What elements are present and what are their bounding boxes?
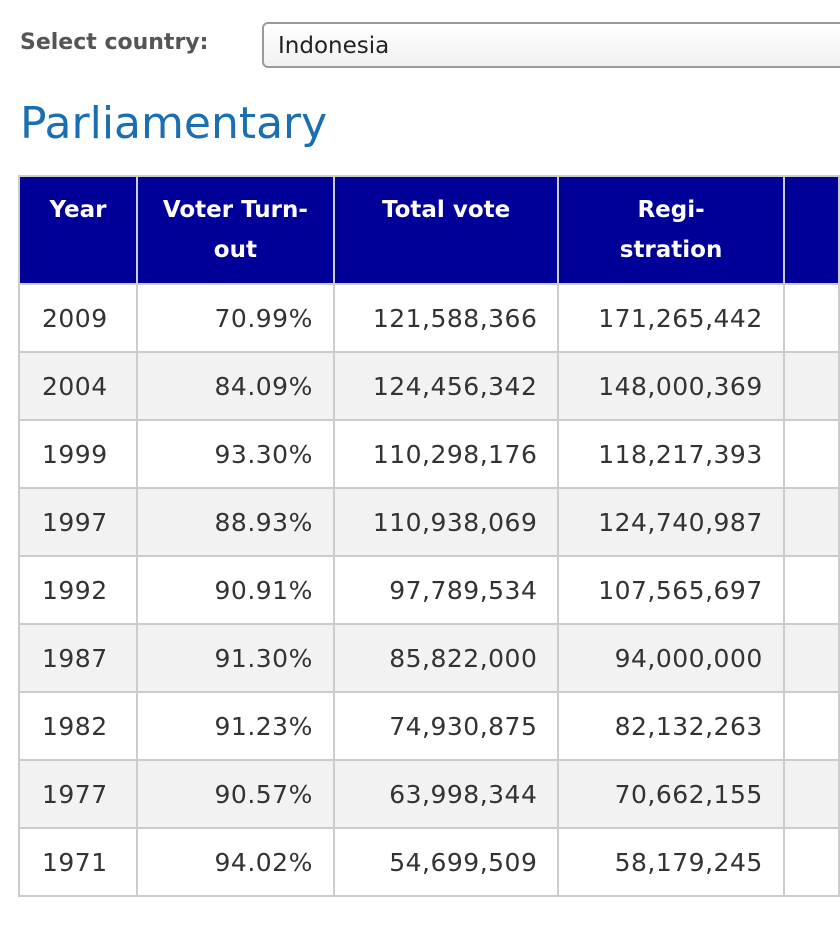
country-selector-row: Select country: Indonesia bbox=[0, 0, 840, 80]
table-header-row: Year Voter Turn-out Total vote Regi-stra… bbox=[18, 175, 840, 285]
cell-turnout: 91.23% bbox=[135, 691, 335, 761]
cell-turnout: 88.93% bbox=[135, 487, 335, 557]
cell-year: 1977 bbox=[18, 759, 138, 829]
cell-next-column bbox=[782, 283, 840, 353]
table-row: 1977 90.57% 63,998,344 70,662,155 bbox=[18, 759, 840, 829]
header-total-vote: Total vote bbox=[332, 175, 560, 285]
cell-total-vote: 121,588,366 bbox=[332, 283, 560, 353]
cell-registration: 118,217,393 bbox=[557, 419, 785, 489]
country-select-value: Indonesia bbox=[278, 33, 390, 59]
cell-total-vote: 97,789,534 bbox=[332, 555, 560, 625]
header-voter-turnout: Voter Turn-out bbox=[135, 175, 335, 285]
cell-turnout: 90.57% bbox=[135, 759, 335, 829]
cell-registration: 124,740,987 bbox=[557, 487, 785, 557]
turnout-table: Year Voter Turn-out Total vote Regi-stra… bbox=[18, 175, 840, 897]
cell-registration: 171,265,442 bbox=[557, 283, 785, 353]
cell-turnout: 94.02% bbox=[135, 827, 335, 897]
table-row: 1992 90.91% 97,789,534 107,565,697 bbox=[18, 555, 840, 625]
table-row: 1999 93.30% 110,298,176 118,217,393 bbox=[18, 419, 840, 489]
cell-year: 1999 bbox=[18, 419, 138, 489]
header-year: Year bbox=[18, 175, 138, 285]
cell-registration: 94,000,000 bbox=[557, 623, 785, 693]
cell-year: 1987 bbox=[18, 623, 138, 693]
cell-next-column bbox=[782, 555, 840, 625]
table-row: 1982 91.23% 74,930,875 82,132,263 bbox=[18, 691, 840, 761]
cell-year: 1997 bbox=[18, 487, 138, 557]
header-next-column bbox=[782, 175, 840, 285]
cell-total-vote: 110,298,176 bbox=[332, 419, 560, 489]
cell-total-vote: 54,699,509 bbox=[332, 827, 560, 897]
cell-registration: 82,132,263 bbox=[557, 691, 785, 761]
cell-total-vote: 124,456,342 bbox=[332, 351, 560, 421]
cell-next-column bbox=[782, 827, 840, 897]
cell-turnout: 84.09% bbox=[135, 351, 335, 421]
cell-turnout: 70.99% bbox=[135, 283, 335, 353]
cell-turnout: 93.30% bbox=[135, 419, 335, 489]
cell-next-column bbox=[782, 691, 840, 761]
cell-total-vote: 110,938,069 bbox=[332, 487, 560, 557]
cell-turnout: 91.30% bbox=[135, 623, 335, 693]
cell-next-column bbox=[782, 623, 840, 693]
cell-registration: 107,565,697 bbox=[557, 555, 785, 625]
section-title: Parliamentary bbox=[20, 98, 328, 149]
cell-registration: 70,662,155 bbox=[557, 759, 785, 829]
cell-next-column bbox=[782, 351, 840, 421]
cell-year: 2009 bbox=[18, 283, 138, 353]
cell-year: 1982 bbox=[18, 691, 138, 761]
cell-total-vote: 74,930,875 bbox=[332, 691, 560, 761]
cell-year: 2004 bbox=[18, 351, 138, 421]
table-row: 1997 88.93% 110,938,069 124,740,987 bbox=[18, 487, 840, 557]
cell-registration: 148,000,369 bbox=[557, 351, 785, 421]
country-select[interactable]: Indonesia bbox=[262, 22, 840, 68]
select-country-label: Select country: bbox=[20, 30, 209, 55]
cell-registration: 58,179,245 bbox=[557, 827, 785, 897]
table-row: 2004 84.09% 124,456,342 148,000,369 bbox=[18, 351, 840, 421]
header-registration: Regi-stration bbox=[557, 175, 785, 285]
cell-next-column bbox=[782, 419, 840, 489]
cell-next-column bbox=[782, 487, 840, 557]
table-row: 2009 70.99% 121,588,366 171,265,442 bbox=[18, 283, 840, 353]
cell-next-column bbox=[782, 759, 840, 829]
cell-turnout: 90.91% bbox=[135, 555, 335, 625]
cell-total-vote: 85,822,000 bbox=[332, 623, 560, 693]
cell-year: 1992 bbox=[18, 555, 138, 625]
table-row: 1987 91.30% 85,822,000 94,000,000 bbox=[18, 623, 840, 693]
table-row: 1971 94.02% 54,699,509 58,179,245 bbox=[18, 827, 840, 897]
cell-year: 1971 bbox=[18, 827, 138, 897]
cell-total-vote: 63,998,344 bbox=[332, 759, 560, 829]
